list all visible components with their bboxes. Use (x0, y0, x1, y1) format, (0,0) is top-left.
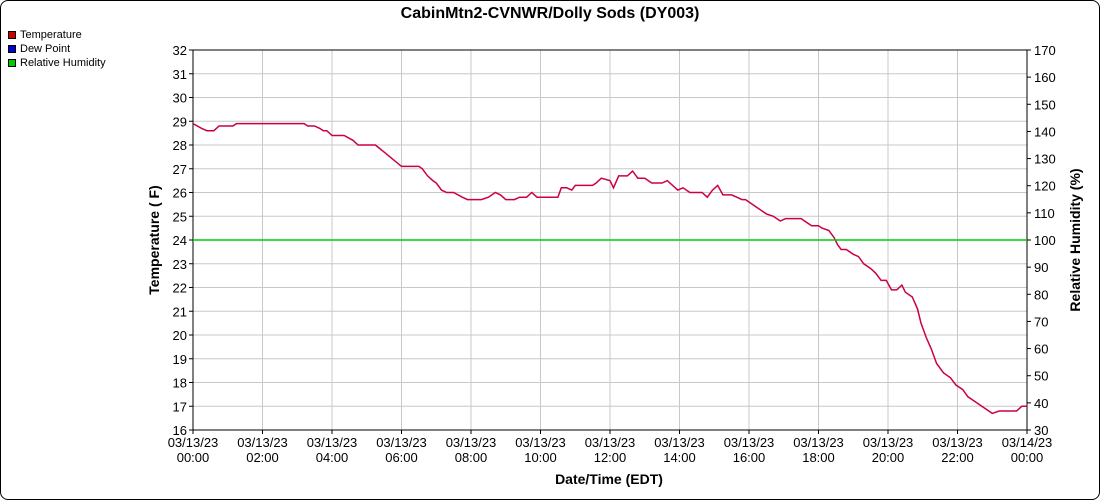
legend: Temperature Dew Point Relative Humidity (8, 28, 106, 70)
y-left-tick-label: 20 (173, 328, 187, 343)
legend-swatch-temperature (8, 31, 16, 39)
y-left-tick-label: 28 (173, 138, 187, 153)
y-left-tick-label: 24 (173, 233, 187, 248)
x-axis-title: Date/Time (EDT) (555, 471, 663, 487)
y-right-tick-label: 90 (1034, 260, 1048, 275)
x-tick-label-date: 03/13/23 (724, 435, 775, 450)
x-tick-label-time: 00:00 (1011, 450, 1044, 465)
x-tick-label-date: 03/13/23 (515, 435, 566, 450)
x-tick-label-time: 18:00 (802, 450, 835, 465)
y-left-tick-label: 18 (173, 376, 187, 391)
y-right-tick-label: 50 (1034, 369, 1048, 384)
x-tick-label-time: 04:00 (316, 450, 349, 465)
y-left-tick-label: 23 (173, 257, 187, 272)
y-right-tick-label: 170 (1034, 43, 1056, 58)
y-left-tick-label: 25 (173, 209, 187, 224)
y-axis-right-title: Relative Humidity (%) (1067, 168, 1083, 311)
x-tick-label-date: 03/13/23 (654, 435, 705, 450)
legend-label-temperature: Temperature (20, 29, 82, 41)
y-left-tick-label: 21 (173, 304, 187, 319)
y-right-tick-label: 140 (1034, 124, 1056, 139)
y-left-tick-label: 29 (173, 114, 187, 129)
x-tick-label-date: 03/13/23 (307, 435, 358, 450)
y-left-tick-label: 30 (173, 91, 187, 106)
y-left-tick-label: 31 (173, 67, 187, 82)
series-layer (193, 122, 1027, 415)
y-right-tick-label: 70 (1034, 314, 1048, 329)
y-left-tick-label: 27 (173, 162, 187, 177)
x-tick-label-time: 16:00 (733, 450, 766, 465)
chart-title: CabinMtn2-CVNWR/Dolly Sods (DY003) (401, 5, 700, 22)
legend-item-temperature[interactable]: Temperature (8, 28, 106, 42)
x-tick-label-date: 03/13/23 (863, 435, 914, 450)
x-tick-label-date: 03/13/23 (237, 435, 288, 450)
x-tick-label-date: 03/13/23 (376, 435, 427, 450)
x-tick-label-time: 08:00 (455, 450, 488, 465)
y-right-tick-label: 30 (1034, 423, 1048, 438)
x-tick-label-time: 14:00 (663, 450, 696, 465)
legend-swatch-relative-humidity (8, 59, 16, 67)
x-tick-label-time: 00:00 (177, 450, 210, 465)
y-left-tick-label: 16 (173, 423, 187, 438)
axes: 16 17 18 19 20 21 22 23 24 25 26 27 28 29 30 31 32 30 40 50… (168, 43, 1056, 465)
legend-item-relative-humidity[interactable]: Relative Humidity (8, 56, 106, 70)
y-right-tick-label: 100 (1034, 233, 1056, 248)
y-right-tick-label: 60 (1034, 342, 1048, 357)
x-tick-label-time: 12:00 (594, 450, 627, 465)
y-left-tick-label: 22 (173, 281, 187, 296)
y-right-tick-label: 80 (1034, 287, 1048, 302)
x-tick-label-date: 03/13/23 (793, 435, 844, 450)
legend-label-dew-point: Dew Point (20, 43, 71, 55)
x-tick-label-date: 03/13/23 (168, 435, 219, 450)
y-right-tick-label: 150 (1034, 97, 1056, 112)
y-left-tick-label: 26 (173, 186, 187, 201)
x-tick-label-time: 20:00 (872, 450, 905, 465)
legend-label-relative-humidity: Relative Humidity (20, 57, 106, 69)
y-left-tick-label: 17 (173, 399, 187, 414)
y-right-tick-label: 130 (1034, 152, 1056, 167)
legend-item-dew-point[interactable]: Dew Point (8, 42, 106, 56)
y-left-tick-label: 19 (173, 352, 187, 367)
x-tick-label-date: 03/13/23 (932, 435, 983, 450)
x-tick-label-date: 03/13/23 (585, 435, 636, 450)
y-right-tick-label: 120 (1034, 179, 1056, 194)
y-right-tick-label: 160 (1034, 70, 1056, 85)
x-tick-label-time: 02:00 (246, 450, 279, 465)
y-right-tick-label: 40 (1034, 396, 1048, 411)
x-tick-label-date: 03/13/23 (446, 435, 497, 450)
y-right-tick-label: 110 (1034, 206, 1055, 221)
x-tick-label-time: 10:00 (524, 450, 557, 465)
x-tick-label-time: 22:00 (941, 450, 974, 465)
legend-swatch-dew-point (8, 45, 16, 53)
series-line-temperature (193, 122, 1027, 415)
x-tick-label-time: 06:00 (385, 450, 418, 465)
y-left-tick-label: 32 (173, 43, 187, 58)
x-tick-label-date: 03/14/23 (1002, 435, 1053, 450)
y-axis-left-title: Temperature ( F) (146, 185, 162, 294)
